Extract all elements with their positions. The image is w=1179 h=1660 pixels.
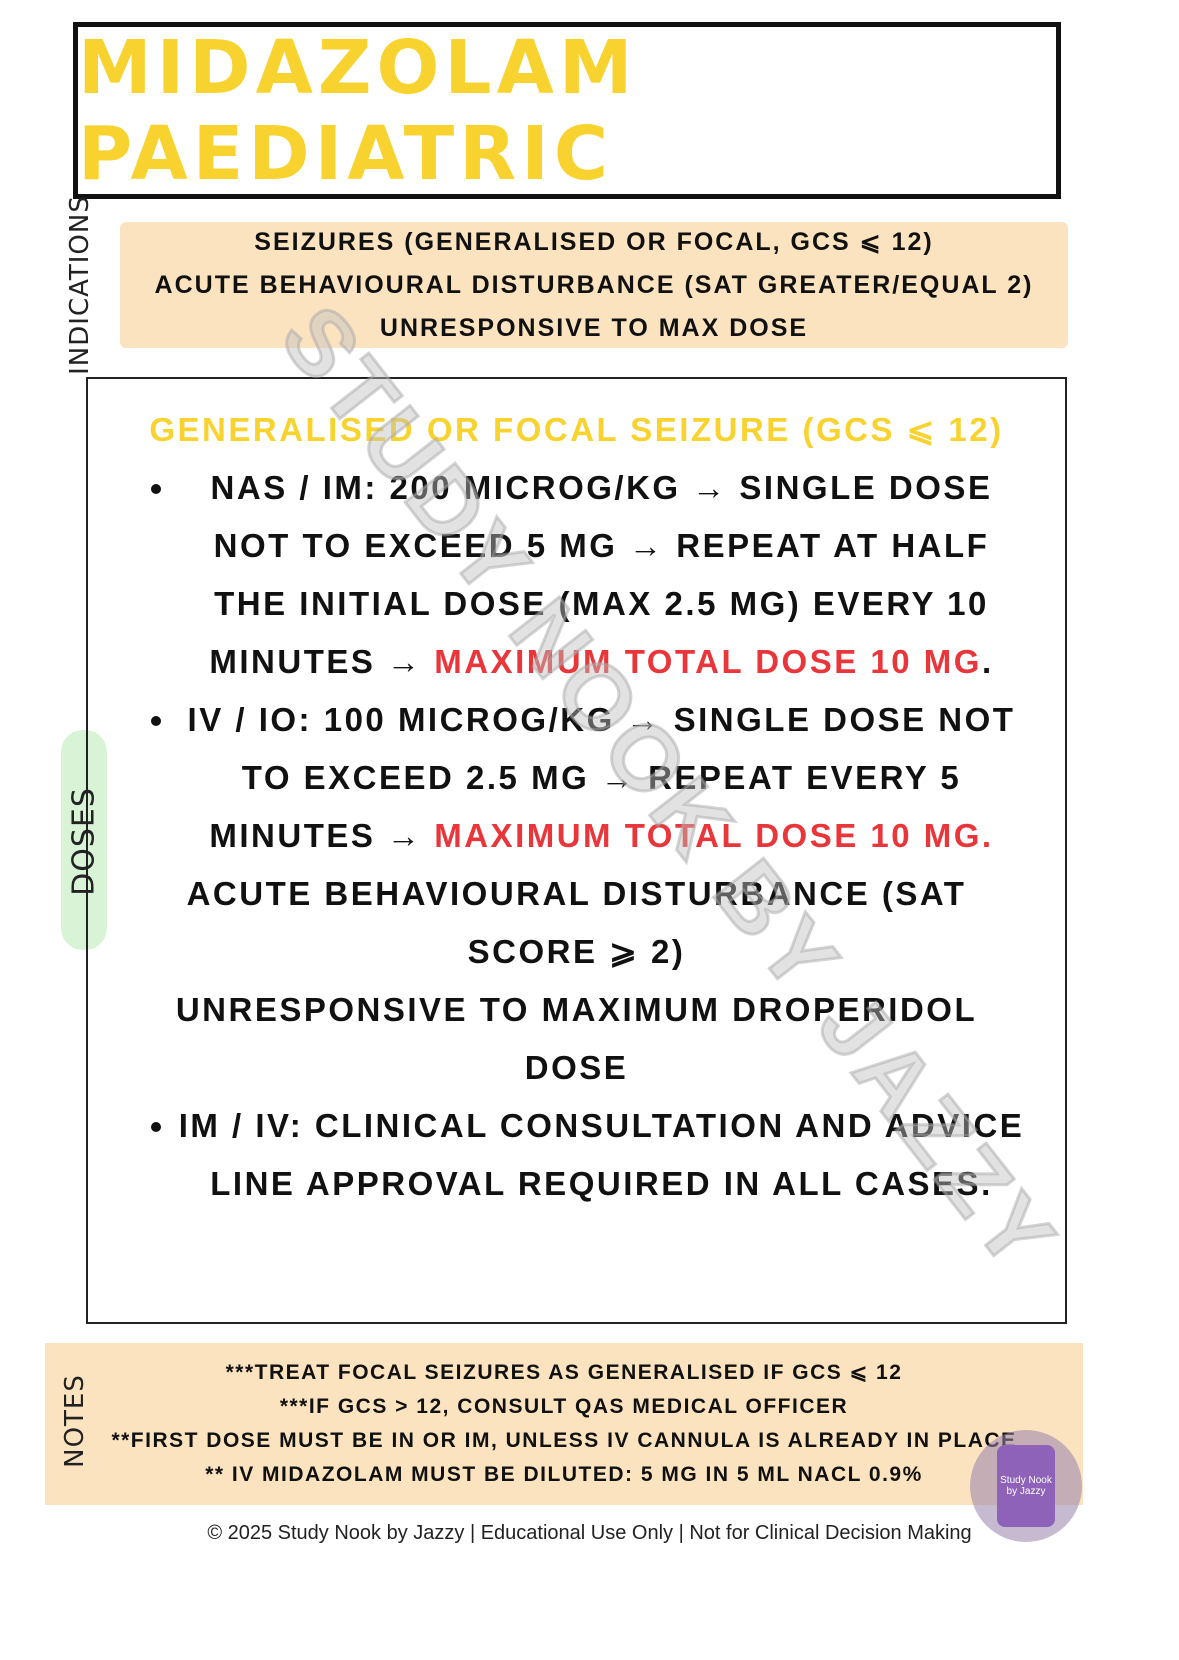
dose-item-nas-im: NAS / IM: 200 microg/kg → single dose no… bbox=[178, 459, 1025, 691]
abd-heading: Acute behavioural disturbance (SAT score… bbox=[186, 875, 967, 970]
indication-item: Unresponsive to max dose bbox=[379, 313, 809, 342]
dose-text: NAS / IM: 200 microg/kg → single dose no… bbox=[209, 469, 993, 680]
seizure-dose-list: NAS / IM: 200 microg/kg → single dose no… bbox=[128, 459, 1025, 865]
note-item: **First dose must be IN or IM, unless IV… bbox=[111, 1429, 1017, 1452]
footer-copyright: © 2025 Study Nook by Jazzy | Educational… bbox=[207, 1522, 972, 1544]
title-box: Midazolam Paediatric bbox=[73, 22, 1061, 199]
brand-logo: Study Nook by Jazzy bbox=[970, 1430, 1082, 1542]
seizure-heading: Generalised or focal seizure (GCS ⩽ 12) bbox=[149, 411, 1004, 448]
logo-text: Study Nook by Jazzy bbox=[997, 1445, 1055, 1527]
notes-section: ***Treat focal seizures as generalised i… bbox=[45, 1343, 1083, 1505]
doses-section: Generalised or focal seizure (GCS ⩽ 12) … bbox=[86, 377, 1067, 1324]
dose-text: IV / IO: 100 microg/kg → single dose not… bbox=[187, 701, 1016, 854]
abd-subheading: Unresponsive to maximum droperidol dose bbox=[175, 991, 978, 1086]
doses-label-pill bbox=[61, 730, 107, 950]
note-item: ***Treat focal seizures as generalised i… bbox=[225, 1361, 903, 1384]
page-title: Midazolam Paediatric bbox=[78, 24, 638, 197]
abd-dose-list: IM / IV: clinical consultation and advic… bbox=[128, 1097, 1025, 1213]
indications-label: INDICATIONS bbox=[65, 195, 95, 375]
note-item: ***If GCS > 12, consult QAS medical offi… bbox=[279, 1395, 849, 1418]
dose-tail: . bbox=[981, 643, 994, 680]
indications-section: Seizures (generalised or focal, GCS ⩽ 12… bbox=[120, 222, 1068, 348]
max-dose-highlight: maximum total dose 10 mg bbox=[434, 643, 982, 680]
indication-item: Acute behavioural disturbance (SAT great… bbox=[154, 270, 1034, 299]
note-item: ** IV midazolam must be diluted: 5 mg in… bbox=[205, 1463, 923, 1486]
dose-item-im-iv: IM / IV: clinical consultation and advic… bbox=[178, 1097, 1025, 1213]
dose-item-iv-io: IV / IO: 100 microg/kg → single dose not… bbox=[178, 691, 1025, 865]
max-dose-highlight: maximum total dose 10 mg. bbox=[434, 817, 994, 854]
indication-item: Seizures (generalised or focal, GCS ⩽ 12… bbox=[254, 227, 934, 256]
notes-label: NOTES bbox=[60, 1374, 90, 1468]
